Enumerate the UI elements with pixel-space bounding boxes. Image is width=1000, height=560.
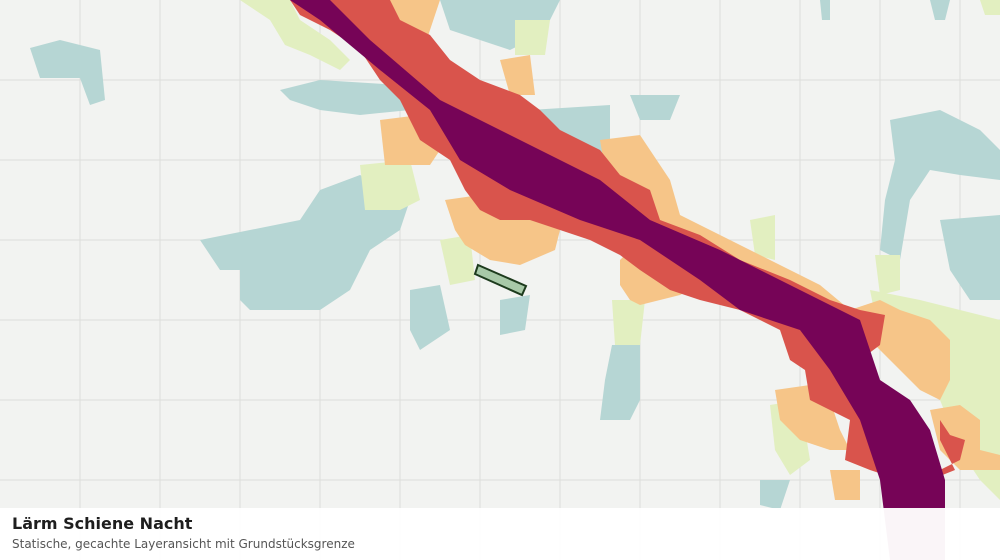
- layer-subtitle: Statische, gecachte Layeransicht mit Gru…: [12, 537, 355, 551]
- parcel-boundary: [473, 263, 528, 297]
- layer-title: Lärm Schiene Nacht: [12, 514, 193, 533]
- legend-panel: Lärm Schiene Nacht Statische, gecachte L…: [0, 508, 1000, 560]
- noise-zone-very-high: [290, 0, 945, 560]
- noise-zone-low: [30, 0, 1000, 510]
